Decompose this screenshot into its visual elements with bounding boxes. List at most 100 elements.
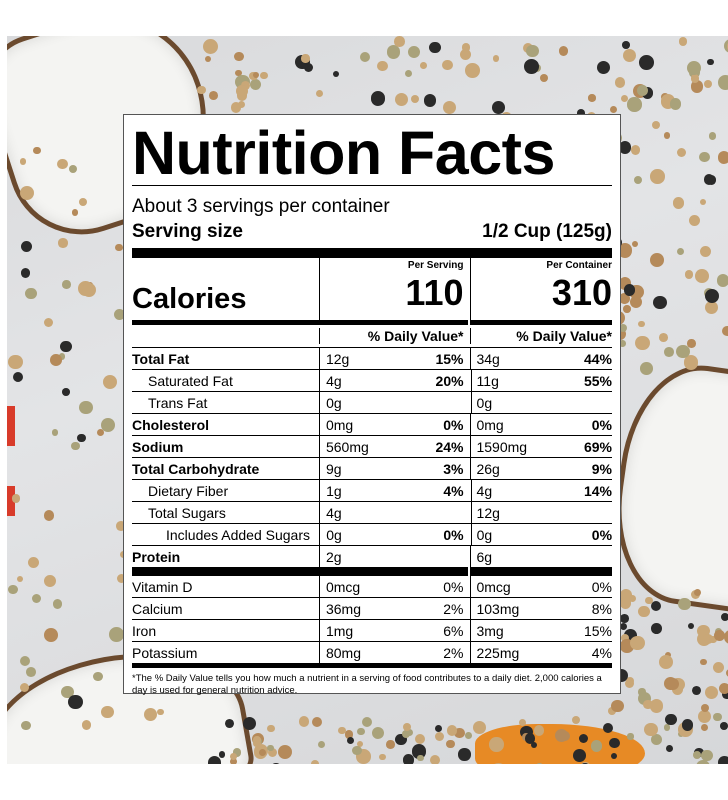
seed bbox=[622, 41, 630, 49]
seed bbox=[659, 655, 674, 669]
nutrient-name: Total Carbohydrate bbox=[132, 460, 260, 477]
seed bbox=[20, 268, 31, 278]
seed bbox=[79, 198, 88, 207]
seed bbox=[446, 725, 458, 737]
seed bbox=[665, 651, 672, 658]
per-serving-amount: 9g bbox=[325, 460, 342, 477]
serving-size-value: 1/2 Cup (125g) bbox=[482, 221, 612, 242]
mineral-table: Vitamin D 0mcg 0% 0mcg 0% Calcium 36mg 2% 103mg 8… bbox=[132, 576, 612, 663]
seed bbox=[642, 87, 654, 99]
seed bbox=[402, 722, 411, 731]
nutrient-table: Total Fat 12g 15% 34g 44% Saturated Fat 4g 20% 1… bbox=[132, 347, 612, 567]
seed bbox=[303, 62, 313, 72]
seed bbox=[21, 720, 32, 731]
per-serving-cell: 1mg 6% bbox=[318, 620, 468, 641]
seed bbox=[630, 296, 643, 309]
seed bbox=[20, 185, 35, 200]
seed bbox=[204, 56, 211, 63]
per-container-amount: 1590mg bbox=[476, 438, 528, 455]
per-serving-cell: 36mg 2% bbox=[318, 598, 468, 619]
seed bbox=[708, 132, 717, 141]
seed bbox=[489, 737, 504, 752]
per-container-cell: 1590mg 69% bbox=[470, 436, 612, 457]
seed bbox=[453, 727, 465, 739]
seed bbox=[704, 300, 719, 315]
seed bbox=[361, 716, 372, 727]
seed bbox=[678, 598, 691, 611]
red-pepper-piece bbox=[7, 486, 15, 516]
seed bbox=[619, 597, 632, 609]
seed bbox=[62, 387, 70, 396]
per-serving-amount: 0g bbox=[326, 526, 342, 543]
seed bbox=[642, 699, 653, 710]
nutrient-name: Sodium bbox=[132, 438, 184, 455]
seed bbox=[62, 280, 71, 289]
seed bbox=[58, 353, 65, 360]
nutrient-name: Total Sugars bbox=[148, 504, 226, 521]
seed bbox=[698, 709, 712, 723]
seed bbox=[402, 754, 415, 764]
seed bbox=[638, 688, 646, 696]
seed bbox=[659, 333, 668, 343]
seed bbox=[402, 729, 411, 738]
per-container-daily-value: 8% bbox=[591, 600, 612, 617]
seed bbox=[676, 344, 690, 358]
per-serving-amount: 12g bbox=[325, 350, 350, 367]
seed bbox=[619, 324, 628, 333]
seed bbox=[415, 733, 426, 744]
seed bbox=[28, 557, 40, 569]
per-serving-daily-value: 0% bbox=[443, 416, 464, 433]
per-container-amount: 0mcg bbox=[476, 578, 511, 595]
seed bbox=[446, 739, 456, 749]
seed bbox=[609, 738, 620, 749]
seed bbox=[618, 140, 632, 154]
seed bbox=[464, 732, 472, 740]
per-container-cell: 12g bbox=[470, 502, 612, 523]
nutrient-row: Total Sugars 4g 12g bbox=[132, 501, 612, 523]
seed bbox=[717, 74, 728, 90]
seed bbox=[260, 72, 268, 80]
nutrient-name: Dietary Fiber bbox=[148, 482, 229, 499]
seed bbox=[644, 596, 653, 605]
seed bbox=[581, 762, 589, 764]
nutrient-row: Total Carbohydrate 9g 3% 26g 9% bbox=[132, 457, 612, 479]
seed bbox=[700, 749, 713, 762]
nutrient-row: Includes Added Sugars 0g 0% 0g 0% bbox=[132, 523, 612, 545]
seed bbox=[713, 712, 722, 722]
seed bbox=[639, 55, 654, 70]
footnote: *The % Daily Value tells you how much a … bbox=[132, 673, 602, 696]
seed bbox=[571, 716, 580, 725]
seed bbox=[700, 245, 712, 257]
seed bbox=[630, 145, 640, 155]
seed bbox=[677, 247, 685, 255]
seed bbox=[144, 707, 158, 721]
seed bbox=[650, 169, 665, 184]
per-serving-daily-value: 3% bbox=[443, 460, 464, 477]
seed bbox=[492, 55, 500, 63]
nutrient-name: Cholesterol bbox=[132, 416, 210, 433]
per-container-daily-value: 0% bbox=[591, 526, 613, 543]
nutrient-row: Potassium 80mg 2% 225mg 4% bbox=[132, 641, 612, 663]
seed bbox=[623, 48, 637, 62]
seed bbox=[116, 573, 127, 584]
seed bbox=[253, 736, 261, 744]
seed bbox=[57, 158, 69, 170]
seed bbox=[621, 95, 629, 103]
seed bbox=[492, 101, 505, 115]
seed bbox=[209, 90, 219, 100]
seed bbox=[218, 751, 226, 758]
per-container-cell: 34g 44% bbox=[470, 348, 612, 369]
seed bbox=[691, 685, 701, 695]
thick-divider bbox=[132, 248, 612, 258]
seed bbox=[706, 175, 717, 185]
seed bbox=[230, 753, 238, 761]
per-container-amount: 225mg bbox=[476, 644, 520, 661]
per-serving-amount: 36mg bbox=[325, 600, 362, 617]
seed bbox=[726, 669, 728, 678]
seed bbox=[720, 721, 728, 730]
seed bbox=[624, 679, 634, 689]
seed bbox=[299, 716, 310, 727]
seed bbox=[43, 627, 58, 642]
title-divider bbox=[132, 185, 612, 186]
seed bbox=[441, 59, 453, 71]
